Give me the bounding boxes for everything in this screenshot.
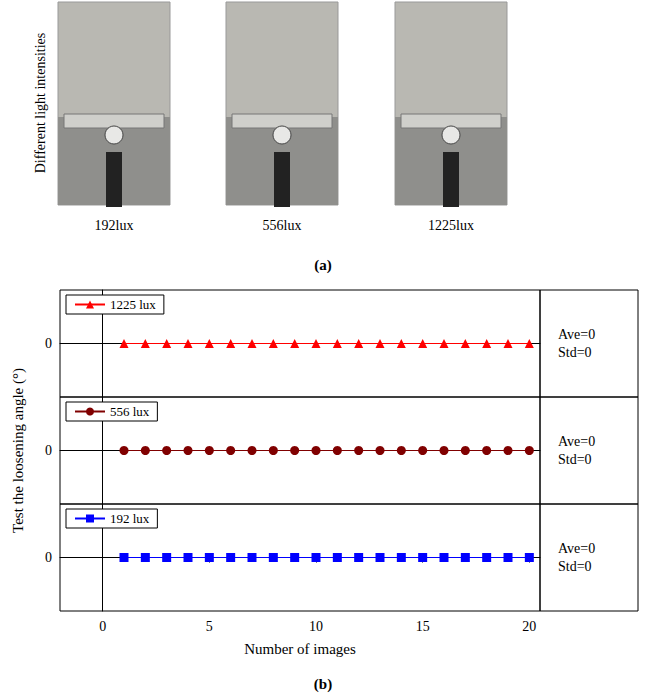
svg-text:192lux: 192lux <box>95 218 134 233</box>
svg-text:0: 0 <box>45 336 52 351</box>
svg-text:Ave=0: Ave=0 <box>558 541 595 556</box>
svg-text:1225 lux: 1225 lux <box>110 297 156 312</box>
svg-text:1225lux: 1225lux <box>428 218 474 233</box>
svg-text:556lux: 556lux <box>263 218 302 233</box>
svg-text:Std=0: Std=0 <box>558 559 592 574</box>
svg-text:10: 10 <box>309 619 323 634</box>
svg-text:(a): (a) <box>314 257 332 274</box>
svg-text:Test the loosening angle (°): Test the loosening angle (°) <box>10 368 27 533</box>
svg-text:20: 20 <box>522 619 536 634</box>
svg-text:5: 5 <box>206 619 213 634</box>
svg-text:0: 0 <box>45 550 52 565</box>
svg-text:0: 0 <box>45 443 52 458</box>
svg-text:0: 0 <box>99 619 106 634</box>
svg-text:(b): (b) <box>314 676 332 693</box>
svg-text:Ave=0: Ave=0 <box>558 327 595 342</box>
svg-text:Std=0: Std=0 <box>558 452 592 467</box>
svg-text:Number of images: Number of images <box>244 641 356 657</box>
svg-text:Std=0: Std=0 <box>558 345 592 360</box>
svg-text:192 lux: 192 lux <box>110 511 150 526</box>
svg-text:Ave=0: Ave=0 <box>558 434 595 449</box>
svg-text:Different light intensities: Different light intensities <box>33 33 48 174</box>
svg-text:15: 15 <box>416 619 430 634</box>
svg-text:556 lux: 556 lux <box>110 404 150 419</box>
